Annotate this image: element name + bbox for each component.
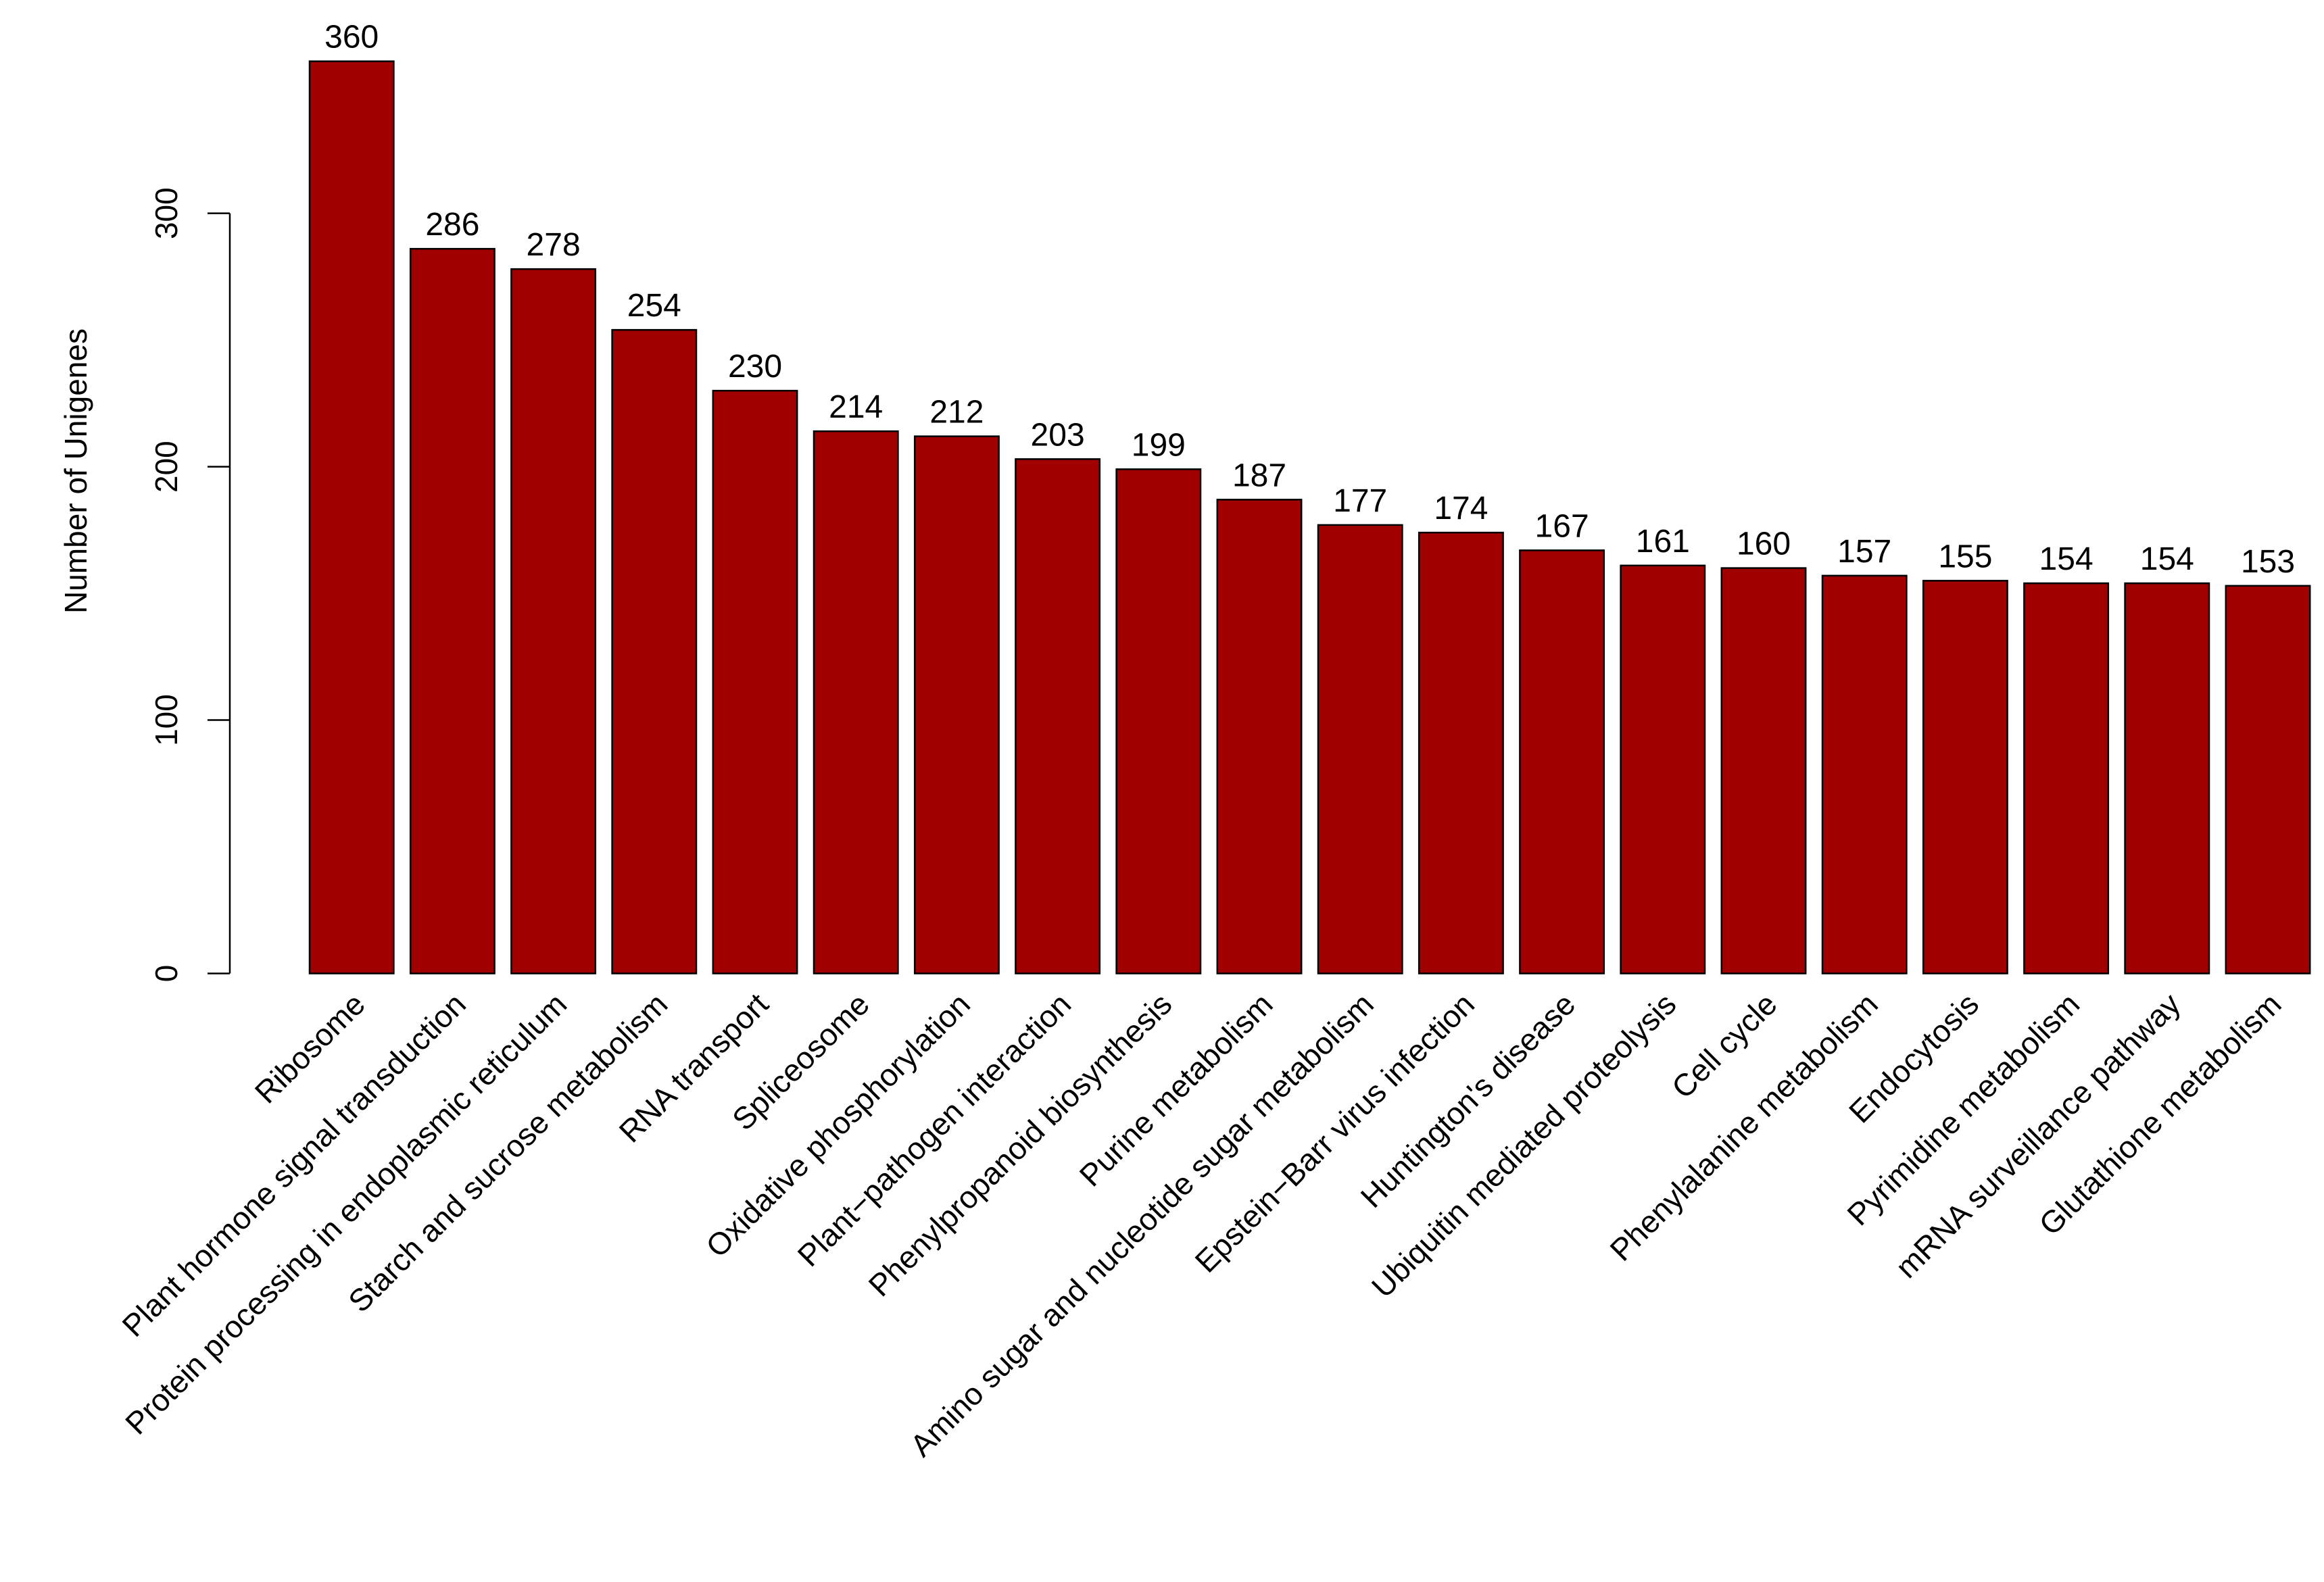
y-tick-label: 200 <box>149 441 184 493</box>
bar <box>1620 564 1706 974</box>
y-tick-label: 100 <box>149 694 184 746</box>
value-label: 278 <box>527 227 581 263</box>
value-label: 212 <box>929 395 984 430</box>
value-label: 214 <box>829 389 883 425</box>
x-tick-label: Protein processing in endoplasmic reticu… <box>118 986 573 1441</box>
bar <box>813 430 899 974</box>
x-tick-label: Purine metabolism <box>1073 986 1280 1193</box>
value-label: 174 <box>1434 491 1488 526</box>
bar <box>1015 458 1101 974</box>
value-label: 286 <box>425 207 479 243</box>
value-label: 254 <box>627 288 681 324</box>
value-label: 230 <box>728 349 782 385</box>
bar <box>409 247 495 974</box>
x-tick-label: Amino sugar and nucleotide sugar metabol… <box>903 986 1380 1463</box>
bar <box>1115 468 1202 974</box>
value-label: 154 <box>2039 541 2093 577</box>
value-label: 155 <box>1938 539 1992 574</box>
value-label: 154 <box>2140 541 2194 577</box>
value-label: 187 <box>1232 458 1286 493</box>
bar <box>510 268 597 974</box>
bar <box>1720 567 1807 974</box>
y-tick-label: 0 <box>149 965 184 983</box>
bar <box>913 435 1000 974</box>
bar <box>1216 499 1303 974</box>
bar <box>1922 580 2008 974</box>
bar <box>1418 531 1504 974</box>
bar <box>2124 582 2210 974</box>
bar <box>2225 585 2311 974</box>
y-tick-label: 300 <box>149 187 184 239</box>
value-label: 199 <box>1132 427 1186 463</box>
bar <box>2023 582 2110 974</box>
value-label: 203 <box>1031 417 1085 453</box>
value-label: 177 <box>1333 483 1387 519</box>
bar <box>611 328 698 974</box>
bar <box>712 389 798 974</box>
bar <box>1821 574 1908 974</box>
value-label: 157 <box>1837 534 1891 570</box>
value-label: 360 <box>324 20 379 55</box>
y-axis-title: Number of Unigenes <box>58 328 93 614</box>
value-label: 167 <box>1535 508 1589 544</box>
bar <box>308 60 395 974</box>
bar <box>1519 549 1605 974</box>
bar <box>1317 524 1403 974</box>
value-label: 153 <box>2241 544 2295 580</box>
value-label: 160 <box>1737 526 1791 562</box>
value-label: 161 <box>1636 524 1690 560</box>
